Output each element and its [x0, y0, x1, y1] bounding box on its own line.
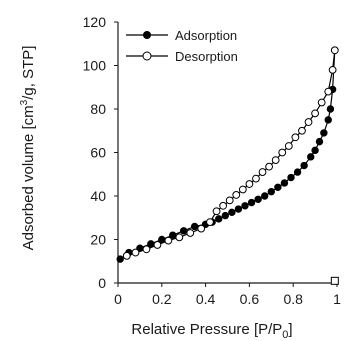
- data-point: [225, 196, 234, 205]
- data-point: [317, 98, 326, 107]
- data-point: [131, 248, 140, 257]
- series-line: [126, 50, 336, 257]
- data-point: [175, 233, 184, 242]
- data-point: [311, 109, 320, 118]
- data-point: [278, 148, 287, 157]
- data-point: [265, 162, 274, 171]
- data-point: [284, 142, 293, 150]
- data-point: [326, 105, 335, 113]
- legend-marker: [143, 31, 151, 39]
- data-point: [304, 118, 313, 126]
- data-point: [169, 231, 177, 239]
- data-point: [245, 180, 254, 188]
- data-point: [291, 133, 300, 142]
- data-point: [197, 224, 206, 233]
- data-point: [238, 185, 247, 194]
- x-axis-title: Relative Pressure [P/P0]: [131, 321, 292, 341]
- y-tick-label: 40: [90, 188, 106, 204]
- data-point: [320, 129, 328, 137]
- data-point: [190, 222, 199, 231]
- data-point: [153, 241, 162, 249]
- y-tick-label: 120: [83, 14, 107, 30]
- data-point: [228, 208, 236, 217]
- y-tick-label: 80: [90, 101, 106, 117]
- data-point: [324, 116, 332, 124]
- legend-marker: [142, 51, 152, 61]
- series-layer: [116, 46, 339, 285]
- legend-item-desorption: Desorption: [126, 49, 238, 64]
- data-point: [254, 195, 262, 203]
- y-tick-label: 0: [98, 275, 106, 291]
- data-point: [330, 276, 339, 285]
- data-point: [252, 174, 260, 183]
- legend-item-adsorption: Adsorption: [126, 28, 237, 43]
- data-point: [247, 198, 256, 207]
- data-point: [298, 126, 306, 135]
- x-tick-label: 0.8: [283, 291, 303, 307]
- data-point: [315, 137, 324, 146]
- data-point: [206, 218, 214, 227]
- series-extra: [330, 276, 339, 285]
- data-point: [212, 207, 221, 216]
- data-point: [241, 202, 249, 210]
- series-desorption: [122, 46, 339, 260]
- data-point: [307, 153, 315, 161]
- x-tick-label: 1: [333, 291, 341, 307]
- data-point: [274, 183, 282, 192]
- y-tick-label: 60: [90, 145, 106, 161]
- y-axis-title: Adsorbed volume [cm3/g, STP]: [19, 46, 37, 251]
- data-point: [300, 161, 308, 170]
- data-point: [324, 87, 333, 96]
- data-point: [221, 211, 230, 220]
- y-tick-label: 20: [90, 232, 106, 248]
- legend-label: Adsorption: [175, 28, 237, 43]
- data-point: [328, 65, 337, 74]
- series-line: [119, 50, 336, 260]
- data-point: [122, 251, 131, 260]
- data-point: [280, 179, 289, 187]
- x-tick-label: 0.6: [240, 291, 260, 307]
- legend-label: Desorption: [175, 49, 238, 64]
- data-point: [330, 46, 339, 55]
- data-point: [267, 187, 275, 196]
- series-adsorption: [116, 46, 339, 263]
- data-point: [180, 227, 188, 235]
- data-point: [311, 146, 319, 155]
- data-point: [164, 236, 173, 245]
- data-point: [142, 245, 151, 254]
- data-point: [271, 156, 280, 165]
- data-point: [232, 191, 241, 199]
- data-point: [234, 205, 243, 213]
- data-point: [219, 201, 228, 210]
- data-point: [116, 255, 124, 263]
- data-point: [215, 215, 223, 223]
- axes: [114, 21, 338, 287]
- data-point: [261, 192, 269, 200]
- y-tick-label: 100: [83, 58, 107, 74]
- x-tick-label: 0.2: [152, 291, 172, 307]
- x-tick-label: 0: [114, 291, 122, 307]
- data-point: [287, 173, 295, 182]
- data-point: [186, 229, 195, 237]
- x-tick-label: 0.4: [196, 291, 216, 307]
- data-point: [293, 168, 302, 176]
- legend: Adsorption Desorption: [126, 28, 238, 64]
- data-point: [258, 168, 267, 176]
- tick-labels: 0 20 40 60 80 100 120 0 0.2 0.4 0.6 0.8 1: [83, 14, 341, 307]
